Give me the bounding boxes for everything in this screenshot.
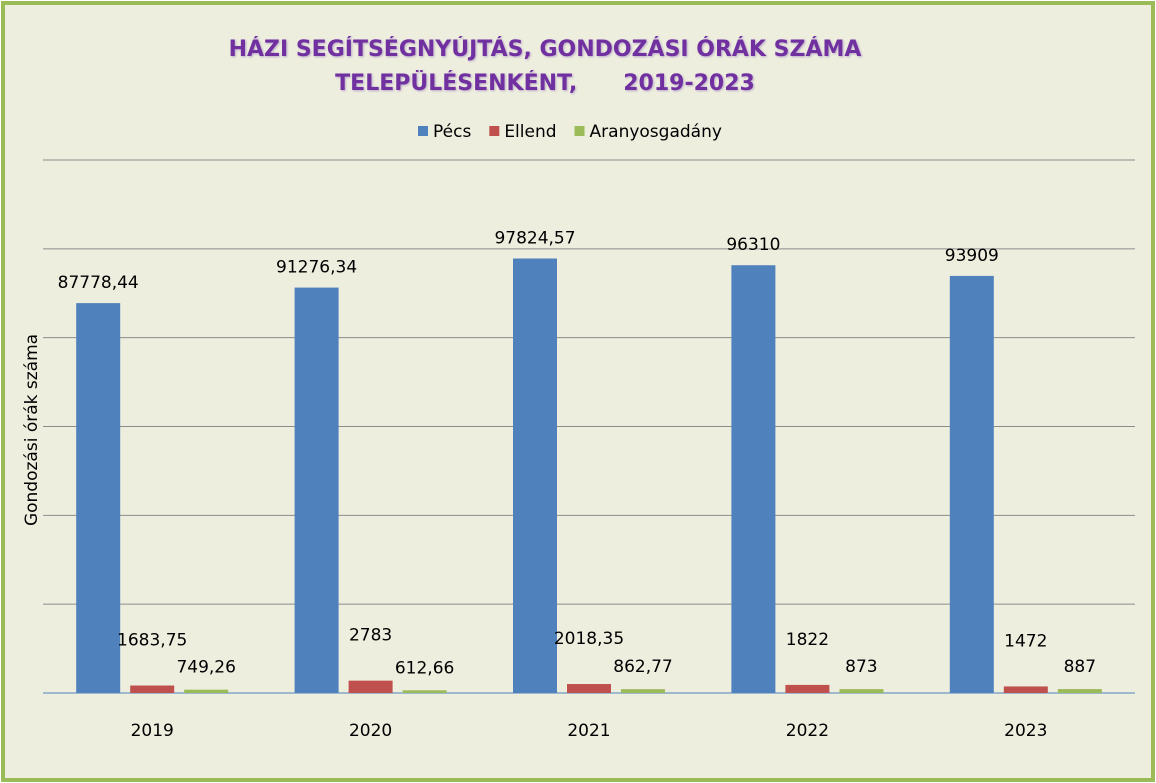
bar xyxy=(839,689,884,693)
bar xyxy=(731,265,776,693)
legend: Pécs Ellend Aranyosgadány xyxy=(418,122,722,142)
x-tick-label: 2023 xyxy=(1004,721,1047,741)
data-label: 96310 xyxy=(726,235,780,255)
bar xyxy=(1003,686,1048,693)
data-label: 87778,44 xyxy=(58,273,139,293)
data-label: 91276,34 xyxy=(276,258,357,278)
legend-label: Pécs xyxy=(433,122,471,142)
data-label: 1683,75 xyxy=(117,631,187,651)
bar xyxy=(348,680,393,693)
bar xyxy=(621,689,665,693)
legend-label: Ellend xyxy=(504,122,556,142)
y-axis-label: Gondozási órák száma xyxy=(22,334,42,526)
bar xyxy=(294,287,339,693)
chart-title: TELEPÜLÉSENKÉNT, 2019-2023 xyxy=(335,70,755,96)
bar xyxy=(513,258,557,693)
legend-swatch xyxy=(574,126,585,136)
bar xyxy=(130,685,175,693)
x-tick-label: 2021 xyxy=(567,721,610,741)
bar xyxy=(567,684,611,693)
data-label: 862,77 xyxy=(613,657,672,677)
bar xyxy=(785,684,830,693)
data-label: 97824,57 xyxy=(494,228,575,248)
data-label: 612,66 xyxy=(395,658,454,678)
chart-title: HÁZI SEGÍTSÉGNYÚJTÁS, GONDOZÁSI ÓRÁK SZÁ… xyxy=(229,36,862,62)
data-label: 887 xyxy=(1064,657,1096,677)
data-label: 93909 xyxy=(945,246,999,266)
data-label: 873 xyxy=(845,657,877,677)
legend-swatch xyxy=(489,126,500,136)
x-tick-label: 2020 xyxy=(349,721,392,741)
bar xyxy=(1057,689,1102,693)
data-label: 2783 xyxy=(349,626,392,646)
bar xyxy=(184,689,229,693)
data-label: 749,26 xyxy=(176,658,235,678)
legend-swatch xyxy=(418,126,428,136)
x-tick-label: 2019 xyxy=(131,721,174,741)
bar xyxy=(76,303,121,693)
data-label: 2018,35 xyxy=(554,629,624,649)
x-tick-label: 2022 xyxy=(786,721,829,741)
bar xyxy=(949,275,994,693)
legend-label: Aranyosgadány xyxy=(590,122,722,142)
data-label: 1472 xyxy=(1004,631,1047,651)
bar xyxy=(402,690,447,693)
data-label: 1822 xyxy=(786,630,829,650)
